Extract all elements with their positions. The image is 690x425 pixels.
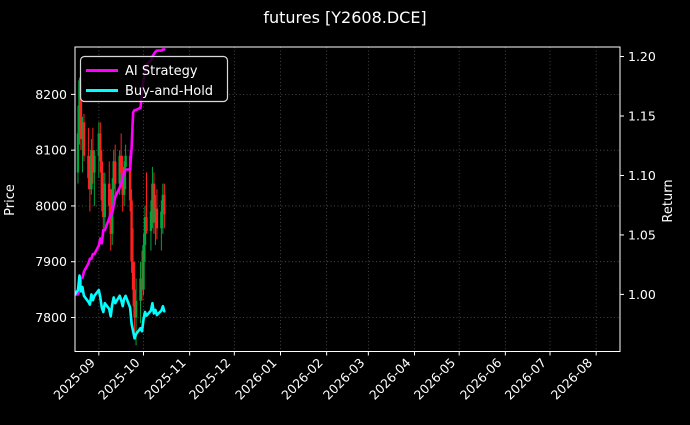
candle-body	[128, 155, 132, 201]
legend: AI Strategy Buy-and-Hold	[79, 55, 229, 103]
candle-body	[112, 161, 115, 190]
candle-body	[100, 161, 104, 201]
candle-body	[118, 155, 121, 184]
candle-body	[163, 194, 166, 215]
candle-body	[140, 278, 144, 290]
candle-body	[152, 183, 156, 223]
candle-body	[79, 83, 83, 140]
candle-body	[81, 122, 84, 140]
candle-body	[103, 183, 106, 218]
candle-body	[97, 133, 101, 156]
return-axis-ticks: 1.00 1.05 1.10 1.15 1.20	[620, 49, 656, 302]
candle-body	[102, 200, 105, 218]
return-tick-label: 1.00	[628, 287, 656, 302]
return-tick-label: 1.20	[628, 49, 656, 64]
candle-body	[90, 150, 93, 190]
candle-body	[124, 155, 127, 167]
price-axis-ticks: 7800 7900 8000 8100 8200	[35, 87, 75, 325]
candle-body	[131, 261, 135, 290]
candlesticks	[76, 74, 166, 346]
candle-body	[160, 211, 163, 229]
return-tick-label: 1.15	[628, 108, 656, 123]
chart-title: futures [Y2608.DCE]	[263, 8, 426, 27]
candle-body	[91, 150, 95, 173]
candle-body	[143, 217, 147, 245]
candle-body	[99, 133, 102, 162]
candle-body	[130, 200, 133, 262]
legend-bh-label: Buy-and-Hold	[125, 84, 213, 99]
price-tick-label: 8200	[35, 87, 67, 102]
return-axis-label: Return	[661, 179, 676, 222]
candle-body	[139, 278, 142, 301]
candle-body	[154, 208, 157, 223]
candle-body	[145, 217, 148, 232]
candle-body	[121, 172, 124, 195]
candle-body	[82, 122, 86, 156]
price-axis-label: Price	[3, 184, 18, 216]
candle-body	[93, 155, 96, 173]
candle-body	[88, 178, 92, 190]
candle-body	[149, 211, 153, 232]
buy-and-hold-line	[75, 274, 166, 340]
candle-body	[161, 194, 165, 212]
candle-body	[76, 133, 80, 173]
candle-body	[78, 80, 81, 134]
candle-body	[134, 300, 138, 318]
candle-body	[108, 183, 111, 206]
candle-body	[114, 161, 117, 184]
candle-body	[109, 205, 112, 234]
buy-and-hold-path	[75, 274, 166, 340]
candle-body	[133, 289, 136, 318]
legend-ai-label: AI Strategy	[125, 64, 198, 79]
price-tick-label: 8100	[35, 143, 67, 158]
price-tick-label: 8000	[35, 198, 67, 213]
return-tick-label: 1.05	[628, 227, 656, 242]
candle-body	[122, 166, 126, 195]
candle-body	[87, 155, 90, 179]
plot-border	[74, 46, 621, 352]
candle-body	[155, 208, 159, 229]
candle-body	[151, 183, 154, 212]
candle-body	[142, 244, 145, 290]
price-tick-label: 7800	[35, 310, 67, 325]
price-tick-label: 7900	[35, 254, 67, 269]
candle-body	[119, 155, 123, 173]
return-tick-label: 1.10	[628, 168, 656, 183]
